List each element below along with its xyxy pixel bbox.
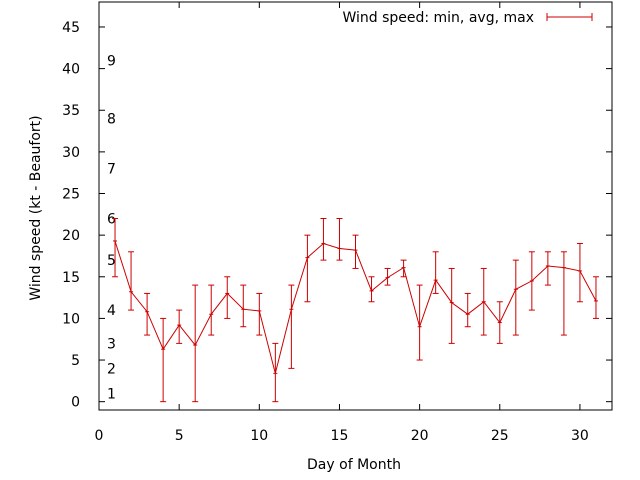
plot-frame (98, 1, 613, 411)
y-tick-label: 10 (62, 311, 80, 327)
x-tick-label: 0 (95, 428, 104, 444)
y-tick-label: 20 (62, 228, 80, 244)
y-tick-label: 5 (71, 353, 80, 369)
y-tick-label: 0 (71, 395, 80, 411)
y-tick-label: 40 (62, 62, 80, 78)
y-tick-label: 15 (62, 270, 80, 286)
x-tick-label: 25 (491, 428, 509, 444)
beaufort-scale-labels: 1 2 3 4 5 6 7 8 9 (107, 53, 116, 402)
beaufort-label: 5 (107, 253, 116, 269)
x-tick-label: 10 (250, 428, 268, 444)
avg-series-line (114, 240, 597, 374)
beaufort-label: 8 (107, 112, 116, 128)
beaufort-label: 2 (107, 361, 116, 377)
x-axis-ticks: 0 5 10 15 20 25 30 (95, 2, 589, 444)
x-tick-label: 30 (571, 428, 589, 444)
y-tick-label: 30 (62, 145, 80, 161)
x-axis-label: Day of Month (307, 457, 401, 473)
beaufort-label: 4 (107, 303, 116, 319)
beaufort-label: 9 (107, 53, 116, 69)
x-tick-label: 20 (411, 428, 429, 444)
beaufort-label: 7 (107, 162, 116, 178)
legend: Wind speed: min, avg, max (342, 10, 593, 26)
y-tick-label: 35 (62, 103, 80, 119)
legend-label: Wind speed: min, avg, max (342, 10, 534, 26)
y-tick-label: 25 (62, 187, 80, 203)
x-tick-label: 5 (175, 428, 184, 444)
beaufort-label: 6 (107, 211, 116, 227)
beaufort-label: 3 (107, 336, 116, 352)
x-tick-label: 15 (331, 428, 349, 444)
y-tick-label: 45 (62, 20, 80, 36)
error-bars (112, 217, 599, 403)
y-axis-label: Wind speed (kt - Beaufort) (28, 115, 44, 300)
beaufort-label: 1 (107, 386, 116, 402)
